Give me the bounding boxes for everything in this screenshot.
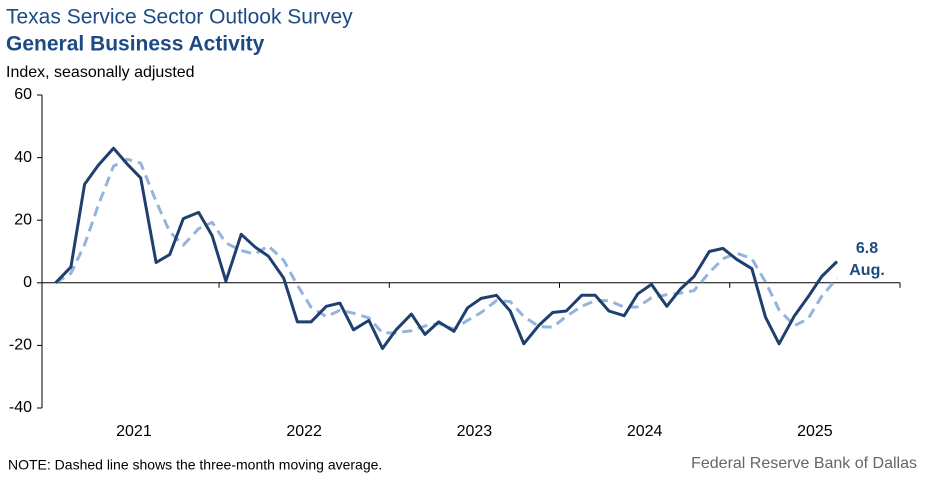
series-line (54, 157, 839, 335)
data-label: 6.8 (856, 240, 878, 257)
note: NOTE: Dashed line shows the three-month … (8, 457, 382, 473)
y-tick-label: 0 (23, 274, 32, 291)
x-tick-label: 2023 (457, 423, 493, 440)
source: Federal Reserve Bank of Dallas (691, 455, 917, 472)
x-tick-label: 2022 (286, 423, 322, 440)
series-line (54, 146, 839, 350)
y-tick-label: -40 (9, 399, 32, 416)
y-tick-label: 20 (14, 211, 32, 228)
annotation: Aug. (849, 262, 885, 279)
chart-subtitle: General Business Activity (6, 33, 265, 56)
x-tick-label: 2024 (627, 423, 663, 440)
y-axis-label: Index, seasonally adjusted (6, 64, 195, 81)
y-tick-label: 60 (14, 86, 32, 103)
y-tick-label: 40 (14, 149, 32, 166)
y-tick-label: -20 (9, 337, 32, 354)
chart-title: Texas Service Sector Outlook Survey (6, 6, 353, 29)
x-tick-label: 2025 (797, 423, 833, 440)
x-tick-label: 2021 (116, 423, 152, 440)
